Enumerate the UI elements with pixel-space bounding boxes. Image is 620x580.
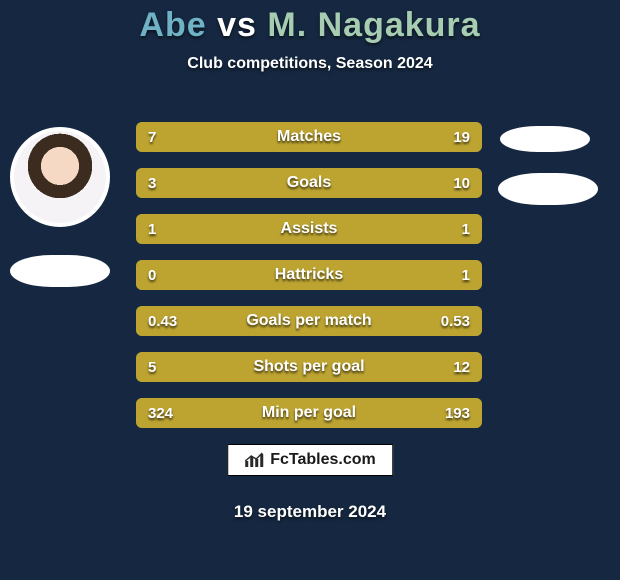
stat-label: Shots per goal (136, 352, 482, 382)
stat-row: Min per goal324 193 (136, 398, 482, 428)
stat-label: Min per goal (136, 398, 482, 428)
stat-value-b: 1 (450, 214, 482, 244)
brand-badge: FcTables.com (227, 444, 393, 476)
stat-label: Hattricks (136, 260, 482, 290)
stat-value-a: 0.43 (136, 306, 189, 336)
stats-rows: Matches719Goals310Assists11Hattricks01Go… (136, 122, 482, 444)
stat-value-b: 19 (441, 122, 482, 152)
stat-value-b: 193 (433, 398, 482, 428)
subtitle: Club competitions, Season 2024 (0, 55, 620, 73)
title-player-b: M. Nagakura (267, 6, 480, 44)
stat-label: Goals (136, 168, 482, 198)
title-player-a: Abe (139, 6, 206, 44)
stat-row: Assists1 1 (136, 214, 482, 244)
page-title: Abe vs M. Nagakura (0, 0, 620, 45)
avatar-player-a (10, 127, 110, 227)
flag-player-b (498, 173, 598, 205)
stat-value-b: 1 (450, 260, 482, 290)
stat-value-b: 12 (441, 352, 482, 382)
stat-row: Shots per goal5 12 (136, 352, 482, 382)
stat-row: Goals3 10 (136, 168, 482, 198)
flag-player-a (10, 255, 110, 287)
stat-value-a: 3 (136, 168, 168, 198)
date-text: 19 september 2024 (0, 502, 620, 522)
brand-chart-icon (244, 452, 264, 468)
stat-value-b: 10 (441, 168, 482, 198)
stat-row: Goals per match0.430.53 (136, 306, 482, 336)
stat-row: Hattricks0 1 (136, 260, 482, 290)
stat-value-a: 5 (136, 352, 168, 382)
stat-label: Matches (136, 122, 482, 152)
avatar-player-b (500, 126, 590, 152)
stat-label: Assists (136, 214, 482, 244)
stat-value-a: 324 (136, 398, 185, 428)
stat-value-a: 7 (136, 122, 168, 152)
brand-text: FcTables.com (270, 451, 376, 469)
stat-value-a: 0 (136, 260, 168, 290)
title-vs: vs (217, 6, 257, 44)
stat-value-a: 1 (136, 214, 168, 244)
stat-value-b: 0.53 (429, 306, 482, 336)
stat-row: Matches7 19 (136, 122, 482, 152)
